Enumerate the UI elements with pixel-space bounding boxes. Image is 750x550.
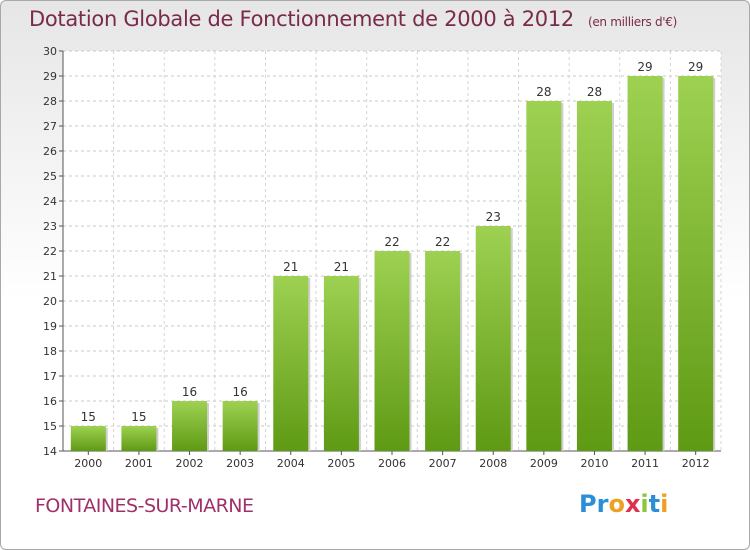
x-tick-label: 2002: [176, 457, 204, 470]
y-tick-label: 30: [43, 45, 57, 58]
proxiti-logo: Proxiti: [579, 490, 668, 518]
bar-value-label: 16: [182, 385, 197, 399]
x-tick-label: 2007: [429, 457, 457, 470]
bar: [526, 101, 562, 451]
y-tick-label: 16: [43, 395, 57, 408]
bar-value-label: 29: [688, 60, 703, 74]
y-tick-label: 14: [43, 445, 57, 458]
x-tick-label: 2012: [682, 457, 710, 470]
logo-letter: i: [660, 490, 669, 518]
y-tick-label: 24: [43, 195, 57, 208]
bar-value-label: 28: [587, 85, 602, 99]
y-tick-label: 26: [43, 145, 57, 158]
bar: [70, 426, 106, 451]
chart-title-text: Dotation Globale de Fonctionnement de 20…: [29, 7, 574, 31]
bar: [222, 401, 258, 451]
y-tick-label: 21: [43, 270, 57, 283]
x-tick-label: 2005: [327, 457, 355, 470]
y-tick-label: 19: [43, 320, 57, 333]
x-tick-label: 2009: [530, 457, 558, 470]
bar: [475, 226, 511, 451]
logo-letter: o: [608, 490, 625, 518]
x-tick-label: 2008: [479, 457, 507, 470]
x-tick-label: 2010: [580, 457, 608, 470]
y-tick-label: 28: [43, 95, 57, 108]
bar: [172, 401, 208, 451]
chart-title: Dotation Globale de Fonctionnement de 20…: [29, 7, 677, 31]
y-tick-label: 17: [43, 370, 57, 383]
bar-value-label: 29: [637, 60, 652, 74]
bar: [678, 76, 714, 451]
bar: [374, 251, 410, 451]
y-tick-label: 25: [43, 170, 57, 183]
logo-letter: i: [640, 490, 649, 518]
logo-letter: P: [579, 490, 597, 518]
bar: [323, 276, 359, 451]
y-tick-label: 23: [43, 220, 57, 233]
bar-value-label: 16: [233, 385, 248, 399]
y-tick-label: 29: [43, 70, 57, 83]
x-tick-label: 2001: [125, 457, 153, 470]
bar: [121, 426, 157, 451]
bar-value-label: 15: [81, 410, 96, 424]
place-name: FONTAINES-SUR-MARNE: [35, 495, 254, 517]
logo-letter: x: [624, 490, 641, 518]
bar-value-label: 28: [536, 85, 551, 99]
x-tick-label: 2004: [277, 457, 305, 470]
labels: 14 15 16 17 18 19 20 21 22 23 24 25 26 27 28 29 30 15 2000…: [43, 45, 710, 470]
bars: [70, 76, 716, 451]
bar-value-label: 22: [384, 235, 399, 249]
x-tick-label: 2011: [631, 457, 659, 470]
y-tick-label: 20: [43, 295, 57, 308]
y-tick-label: 18: [43, 345, 57, 358]
logo-letter: r: [596, 490, 609, 518]
x-tick-label: 2006: [378, 457, 406, 470]
logo-letter: t: [648, 490, 661, 518]
bar: [273, 276, 309, 451]
bar-value-label: 21: [334, 260, 349, 274]
y-tick-label: 27: [43, 120, 57, 133]
chart-subtitle: (en milliers d'€): [587, 15, 677, 29]
bar: [576, 101, 612, 451]
bar-value-label: 22: [435, 235, 450, 249]
y-tick-label: 15: [43, 420, 57, 433]
bar-value-label: 23: [486, 210, 501, 224]
x-tick-label: 2000: [74, 457, 102, 470]
bar-value-label: 15: [131, 410, 146, 424]
bar: [627, 76, 663, 451]
x-tick-label: 2003: [226, 457, 254, 470]
bar-value-label: 21: [283, 260, 298, 274]
bar: [425, 251, 461, 451]
y-tick-label: 22: [43, 245, 57, 258]
